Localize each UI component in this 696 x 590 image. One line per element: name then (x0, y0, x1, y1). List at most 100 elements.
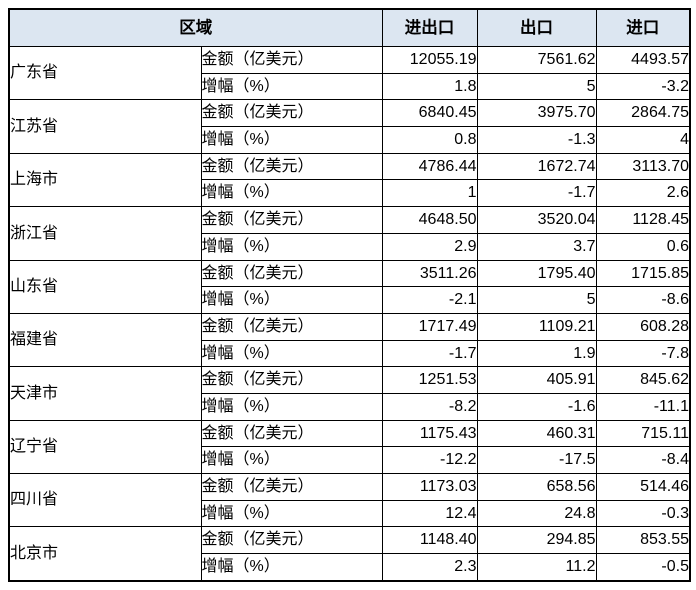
amount-value: 6840.45 (381, 99, 478, 128)
region-name: 四川省 (8, 472, 202, 528)
header-region: 区域 (8, 8, 383, 47)
table-row: 增幅（%） -2.1 5 -8.6 (9, 286, 691, 314)
amount-value: 2864.75 (595, 99, 691, 128)
amount-label: 金额（亿美元） (200, 152, 383, 181)
trade-table: 区域 进出口 出口 进口 广东省 金额（亿美元） 12055.19 7561.62 44… (8, 8, 691, 582)
amount-value: 3511.26 (381, 259, 478, 288)
table-body: 广东省 金额（亿美元） 12055.19 7561.62 4493.57 增幅（%） 1.8… (8, 45, 691, 582)
amount-value: 1109.21 (476, 312, 597, 341)
growth-value: 2.3 (381, 553, 478, 582)
growth-value: -8.6 (595, 286, 691, 314)
amount-label: 金额（亿美元） (200, 526, 383, 555)
table-row: 北京市 金额（亿美元） 1148.40 294.85 853.55 (8, 526, 691, 582)
growth-value: -12.2 (381, 446, 478, 474)
growth-label: 增幅（%） (200, 232, 383, 261)
table-row: 江苏省 金额（亿美元） 6840.45 3975.70 2864.75 (8, 99, 691, 154)
amount-value: 3113.70 (595, 152, 691, 181)
growth-label: 增幅（%） (200, 72, 383, 101)
growth-value: 5 (476, 286, 597, 314)
growth-value: -8.2 (381, 392, 478, 421)
amount-value: 1795.40 (476, 259, 597, 288)
header-export: 出口 (476, 8, 597, 47)
region-name: 辽宁省 (8, 419, 202, 475)
growth-label: 增幅（%） (200, 553, 383, 582)
region-name: 福建省 (8, 312, 202, 368)
amount-label: 金额（亿美元） (200, 206, 383, 234)
growth-label: 增幅（%） (200, 339, 383, 368)
amount-value: 3520.04 (476, 206, 597, 234)
growth-value: 2.9 (381, 232, 478, 261)
amount-label: 金额（亿美元） (200, 46, 383, 74)
growth-value: 1.9 (476, 339, 597, 368)
table-row: 增幅（%） -1.7 1.9 -7.8 (9, 339, 691, 368)
table-row: 增幅（%） 2.3 11.2 -0.5 (9, 553, 691, 582)
amount-label: 金额（亿美元） (200, 259, 383, 288)
growth-label: 增幅（%） (200, 392, 383, 421)
region-name: 北京市 (8, 526, 202, 582)
amount-value: 7561.62 (476, 46, 597, 74)
amount-value: 1251.53 (381, 366, 478, 394)
amount-value: 853.55 (595, 526, 691, 555)
growth-label: 增幅（%） (200, 286, 383, 314)
growth-value: 12.4 (381, 499, 478, 528)
growth-label: 增幅（%） (200, 499, 383, 528)
table-row: 增幅（%） 2.9 3.7 0.6 (9, 232, 691, 261)
growth-value: -1.7 (476, 179, 597, 208)
header-import: 进口 (595, 8, 691, 47)
growth-value: 24.8 (476, 499, 597, 528)
growth-value: -1.6 (476, 392, 597, 421)
region-name: 天津市 (8, 366, 202, 421)
amount-value: 1717.49 (381, 312, 478, 341)
growth-value: 2.6 (595, 179, 691, 208)
table-row: 增幅（%） 0.8 -1.3 4 (9, 126, 691, 154)
table-row: 增幅（%） 12.4 24.8 -0.3 (9, 499, 691, 528)
growth-value: -17.5 (476, 446, 597, 474)
growth-value: 11.2 (476, 553, 597, 582)
amount-value: 608.28 (595, 312, 691, 341)
region-name: 山东省 (8, 259, 202, 314)
growth-label: 增幅（%） (200, 179, 383, 208)
table-row: 增幅（%） -12.2 -17.5 -8.4 (9, 446, 691, 474)
growth-value: -1.3 (476, 126, 597, 154)
amount-label: 金额（亿美元） (200, 312, 383, 341)
growth-value: -3.2 (595, 72, 691, 101)
growth-value: -0.5 (595, 553, 691, 582)
growth-value: 1.8 (381, 72, 478, 101)
table-header: 区域 进出口 出口 进口 (8, 8, 691, 47)
amount-value: 4648.50 (381, 206, 478, 234)
table-row: 增幅（%） -8.2 -1.6 -11.1 (9, 392, 691, 421)
growth-value: 0.6 (595, 232, 691, 261)
region-name: 浙江省 (8, 206, 202, 261)
amount-value: 1173.03 (381, 473, 478, 501)
table-row: 四川省 金额（亿美元） 1173.03 658.56 514.46 (8, 472, 691, 528)
amount-value: 658.56 (476, 473, 597, 501)
growth-value: -2.1 (381, 286, 478, 314)
growth-value: 0.8 (381, 126, 478, 154)
header-import-export: 进出口 (381, 8, 478, 47)
amount-value: 1715.85 (595, 259, 691, 288)
region-name: 江苏省 (8, 99, 202, 154)
amount-value: 3975.70 (476, 99, 597, 128)
amount-value: 4786.44 (381, 152, 478, 181)
table-row: 增幅（%） 1 -1.7 2.6 (9, 179, 691, 208)
table-row: 福建省 金额（亿美元） 1717.49 1109.21 608.28 (8, 312, 691, 368)
growth-value: 4 (595, 126, 691, 154)
amount-value: 715.11 (595, 419, 691, 448)
table-row: 浙江省 金额（亿美元） 4648.50 3520.04 1128.45 (8, 206, 691, 261)
amount-label: 金额（亿美元） (200, 99, 383, 128)
growth-value: -1.7 (381, 339, 478, 368)
amount-value: 1128.45 (595, 206, 691, 234)
growth-value: -11.1 (595, 392, 691, 421)
amount-label: 金额（亿美元） (200, 473, 383, 501)
amount-value: 294.85 (476, 526, 597, 555)
table-row: 辽宁省 金额（亿美元） 1175.43 460.31 715.11 (8, 419, 691, 475)
region-name: 广东省 (8, 45, 202, 101)
amount-label: 金额（亿美元） (200, 419, 383, 448)
growth-value: 5 (476, 72, 597, 101)
table-row: 上海市 金额（亿美元） 4786.44 1672.74 3113.70 (8, 152, 691, 208)
growth-label: 增幅（%） (200, 126, 383, 154)
table-row: 增幅（%） 1.8 5 -3.2 (9, 72, 691, 101)
growth-value: 3.7 (476, 232, 597, 261)
table-row: 天津市 金额（亿美元） 1251.53 405.91 845.62 (8, 366, 691, 421)
